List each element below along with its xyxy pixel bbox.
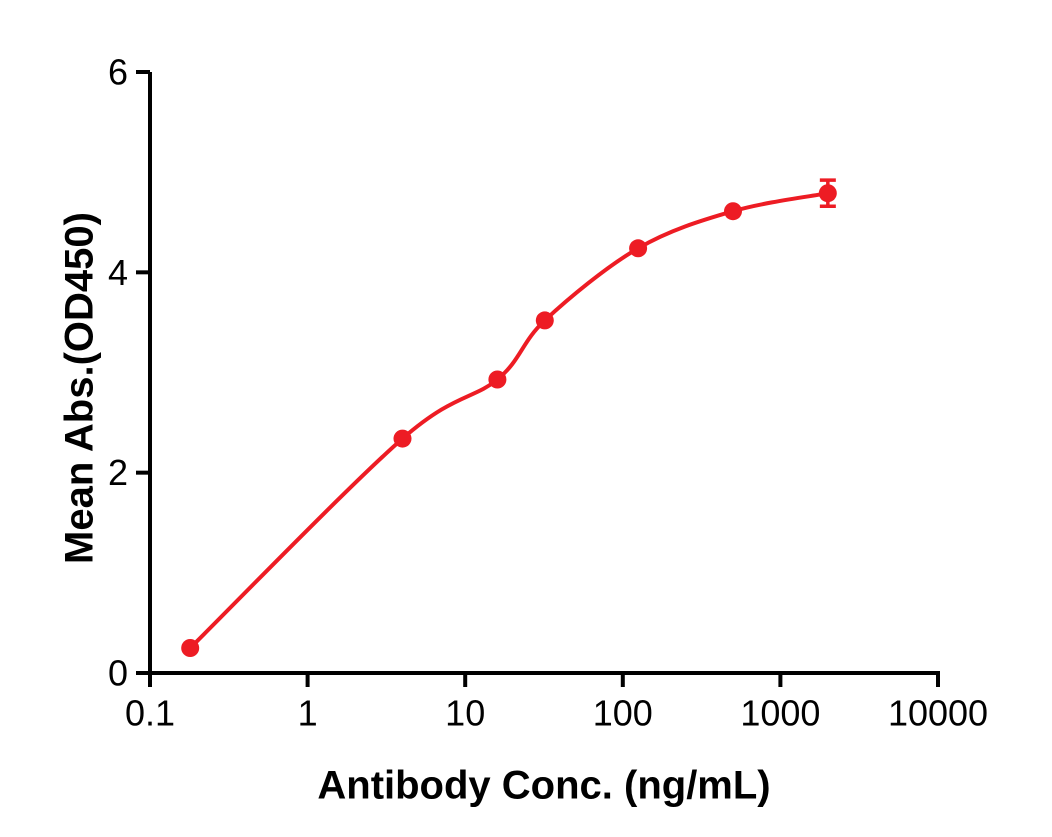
x-tick-label: 10000 [888, 693, 988, 734]
data-point-marker [629, 239, 648, 258]
data-point-marker [818, 184, 837, 203]
data-point-marker [488, 370, 507, 389]
x-tick-label: 1 [298, 693, 318, 734]
x-tick-label: 0.1 [125, 693, 175, 734]
y-tick-label: 4 [108, 252, 128, 293]
x-axis-title: Antibody Conc. (ng/mL) [317, 763, 771, 808]
x-tick-label: 10 [445, 693, 485, 734]
data-point-marker [393, 429, 412, 448]
y-tick-label: 6 [108, 52, 128, 93]
x-tick-label: 100 [593, 693, 653, 734]
data-point-marker [535, 311, 554, 330]
data-point-marker [181, 639, 200, 657]
fit-curve [188, 191, 830, 650]
x-tick-label: 1000 [740, 693, 820, 734]
data-point-marker [724, 202, 742, 221]
y-axis-title: Mean Abs.(OD450) [57, 212, 102, 564]
y-tick-label: 0 [108, 653, 128, 694]
y-tick-label: 2 [108, 452, 128, 493]
